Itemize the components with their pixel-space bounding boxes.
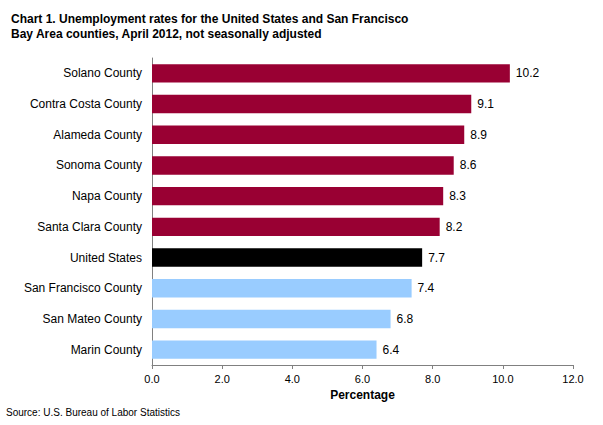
svg-text:Marin County: Marin County <box>71 343 142 357</box>
svg-text:7.7: 7.7 <box>428 251 445 265</box>
svg-text:Bay Area counties, April 2012,: Bay Area counties, April 2012, not seaso… <box>11 27 322 41</box>
svg-text:0.0: 0.0 <box>144 373 159 385</box>
svg-text:Contra Costa County: Contra Costa County <box>30 97 142 111</box>
svg-text:8.6: 8.6 <box>460 158 477 172</box>
svg-text:8.3: 8.3 <box>449 189 466 203</box>
svg-text:6.4: 6.4 <box>383 343 400 357</box>
svg-text:2.0: 2.0 <box>215 373 230 385</box>
svg-text:Alameda County: Alameda County <box>53 128 142 142</box>
svg-text:12.0: 12.0 <box>562 373 583 385</box>
svg-text:7.4: 7.4 <box>418 281 435 295</box>
svg-text:8.9: 8.9 <box>470 128 487 142</box>
svg-text:United States: United States <box>70 251 142 265</box>
svg-text:Percentage: Percentage <box>330 388 395 402</box>
svg-text:9.1: 9.1 <box>477 97 494 111</box>
svg-text:Source: U.S. Bureau of Labor S: Source: U.S. Bureau of Labor Statistics <box>6 407 180 418</box>
svg-text:Napa County: Napa County <box>72 189 142 203</box>
svg-text:Sonoma County: Sonoma County <box>56 158 142 172</box>
svg-text:8.2: 8.2 <box>446 220 463 234</box>
svg-text:4.0: 4.0 <box>285 373 300 385</box>
svg-text:8.0: 8.0 <box>425 373 440 385</box>
svg-text:10.0: 10.0 <box>492 373 513 385</box>
svg-text:10.2: 10.2 <box>516 66 540 80</box>
svg-text:Santa Clara County: Santa Clara County <box>37 220 142 234</box>
svg-text:Solano County: Solano County <box>63 66 142 80</box>
svg-text:San Francisco County: San Francisco County <box>24 281 142 295</box>
svg-text:6.0: 6.0 <box>355 373 370 385</box>
svg-text:San Mateo County: San Mateo County <box>43 312 142 326</box>
svg-text:6.8: 6.8 <box>397 312 414 326</box>
svg-text:Chart 1. Unemployment rates fo: Chart 1. Unemployment rates for the Unit… <box>11 12 412 26</box>
